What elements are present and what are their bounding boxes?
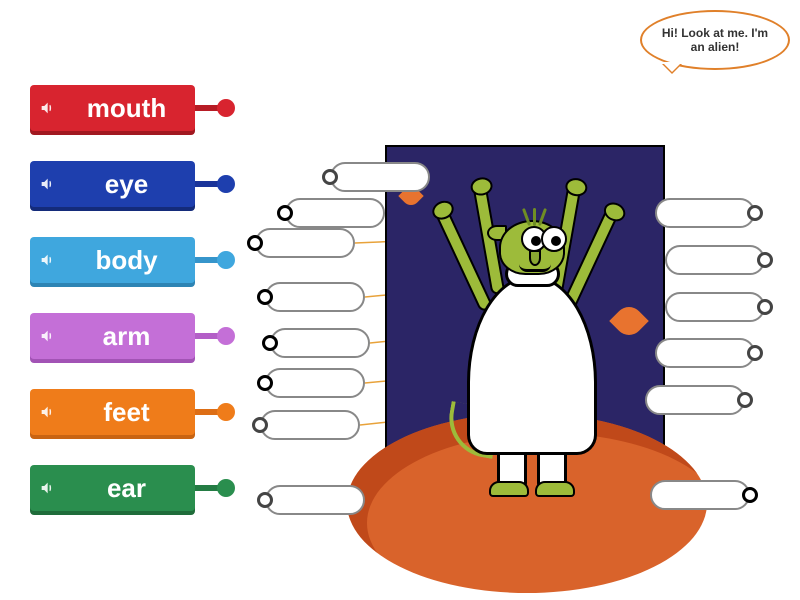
answer-slot[interactable] [265, 282, 365, 312]
answer-slot[interactable] [665, 245, 765, 275]
tag-bead[interactable] [217, 251, 235, 269]
label-column: mouth eye body arm feet ear [30, 85, 195, 511]
alien-picture [385, 145, 665, 535]
slot-socket[interactable] [747, 345, 763, 361]
slot-socket[interactable] [742, 487, 758, 503]
slot-socket[interactable] [257, 289, 273, 305]
slot-socket[interactable] [247, 235, 263, 251]
tag-bead[interactable] [217, 175, 235, 193]
word-tag-feet[interactable]: feet [30, 389, 195, 435]
slot-socket[interactable] [737, 392, 753, 408]
speaker-icon[interactable] [30, 176, 64, 192]
speech-bubble: Hi! Look at me. I'm an alien! [640, 10, 790, 70]
diagram-stage: Hi! Look at me. I'm an alien! [250, 70, 780, 570]
word-tag-mouth[interactable]: mouth [30, 85, 195, 131]
slot-socket[interactable] [757, 299, 773, 315]
answer-slot[interactable] [645, 385, 745, 415]
slot-socket[interactable] [277, 205, 293, 221]
slot-socket[interactable] [757, 252, 773, 268]
speaker-icon[interactable] [30, 480, 64, 496]
answer-slot[interactable] [270, 328, 370, 358]
answer-slot[interactable] [655, 338, 755, 368]
word-tag-label: eye [64, 169, 195, 200]
answer-slot[interactable] [255, 228, 355, 258]
answer-slot[interactable] [665, 292, 765, 322]
speaker-icon[interactable] [30, 328, 64, 344]
word-tag-label: arm [64, 321, 195, 352]
alien-foot [535, 481, 575, 497]
word-tag-label: feet [64, 397, 195, 428]
slot-socket[interactable] [257, 492, 273, 508]
alien-mouth [519, 264, 551, 272]
slot-socket[interactable] [747, 205, 763, 221]
word-tag-ear[interactable]: ear [30, 465, 195, 511]
word-tag-body[interactable]: body [30, 237, 195, 283]
alien-head [499, 220, 565, 275]
answer-slot[interactable] [650, 480, 750, 510]
speaker-icon[interactable] [30, 252, 64, 268]
word-tag-label: mouth [64, 93, 195, 124]
word-tag-arm[interactable]: arm [30, 313, 195, 359]
slot-socket[interactable] [262, 335, 278, 351]
answer-slot[interactable] [265, 368, 365, 398]
alien-hair [525, 208, 545, 228]
answer-slot[interactable] [655, 198, 755, 228]
slot-socket[interactable] [257, 375, 273, 391]
speaker-icon[interactable] [30, 404, 64, 420]
slot-socket[interactable] [322, 169, 338, 185]
alien-eye [541, 226, 567, 252]
speaker-icon[interactable] [30, 100, 64, 116]
answer-slot[interactable] [260, 410, 360, 440]
alien-character [427, 165, 627, 495]
answer-slot[interactable] [265, 485, 365, 515]
slot-socket[interactable] [252, 417, 268, 433]
word-tag-eye[interactable]: eye [30, 161, 195, 207]
tag-bead[interactable] [217, 99, 235, 117]
speech-bubble-text: Hi! Look at me. I'm an alien! [656, 26, 774, 54]
tag-bead[interactable] [217, 479, 235, 497]
answer-slot[interactable] [330, 162, 430, 192]
tag-bead[interactable] [217, 403, 235, 421]
answer-slot[interactable] [285, 198, 385, 228]
word-tag-label: body [64, 245, 195, 276]
tag-bead[interactable] [217, 327, 235, 345]
alien-foot [489, 481, 529, 497]
word-tag-label: ear [64, 473, 195, 504]
